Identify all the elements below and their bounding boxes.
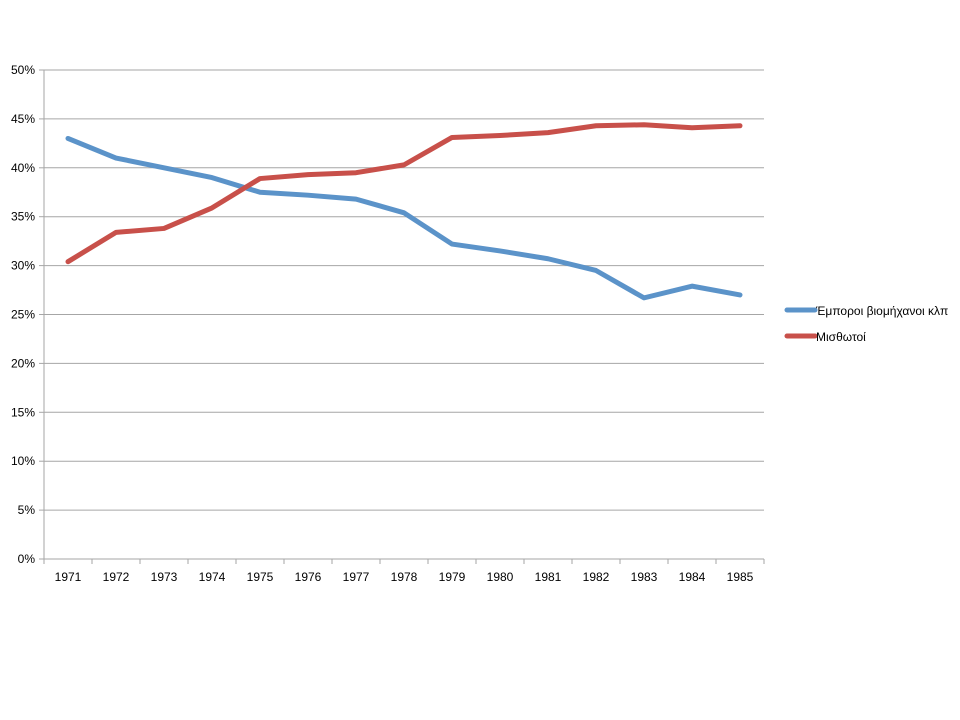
x-tick-label: 1982: [583, 570, 610, 584]
y-tick-label: 10%: [11, 454, 35, 468]
x-tick-label: 1973: [151, 570, 178, 584]
y-axis-tick-labels: 0% 5% 10% 15% 20% 25% 30% 35% 40% 45% 50%: [11, 63, 35, 566]
series-line-2: [65, 122, 743, 265]
series-lines: [65, 122, 743, 301]
legend-label: Μισθωτοί: [816, 330, 866, 344]
legend: Έμποροι βιομήχανοι κλπ Μισθωτοί: [784, 304, 948, 344]
gridlines: [44, 69, 764, 511]
x-tick-label: 1983: [631, 570, 658, 584]
series-line-1: [65, 135, 743, 301]
x-tick-label: 1972: [103, 570, 130, 584]
y-tick-label: 5%: [18, 503, 36, 517]
x-tick-label: 1971: [55, 570, 82, 584]
y-tick-label: 0%: [18, 552, 36, 566]
x-tick-label: 1980: [487, 570, 514, 584]
x-tick-label: 1978: [391, 570, 418, 584]
x-axis-tick-labels: 1971 1972 1973 1974 1975 1976 1977 1978 1979 1980…: [55, 570, 754, 584]
y-tick-label: 40%: [11, 161, 35, 175]
y-tick-label: 15%: [11, 405, 35, 419]
legend-label: Έμποροι βιομήχανοι κλπ: [815, 304, 948, 318]
y-tick-label: 25%: [11, 308, 35, 322]
x-tick-label: 1976: [295, 570, 322, 584]
y-tick-label: 30%: [11, 259, 35, 273]
x-tick-label: 1979: [439, 570, 466, 584]
x-tick-label: 1977: [343, 570, 370, 584]
y-tick-label: 45%: [11, 112, 35, 126]
x-tick-label: 1975: [247, 570, 274, 584]
axes: [39, 69, 765, 564]
y-tick-label: 20%: [11, 356, 35, 370]
x-tick-label: 1981: [535, 570, 562, 584]
x-tick-label: 1985: [727, 570, 754, 584]
y-tick-label: 35%: [11, 210, 35, 224]
y-tick-label: 50%: [11, 63, 35, 77]
x-tick-label: 1984: [679, 570, 706, 584]
x-tick-label: 1974: [199, 570, 226, 584]
